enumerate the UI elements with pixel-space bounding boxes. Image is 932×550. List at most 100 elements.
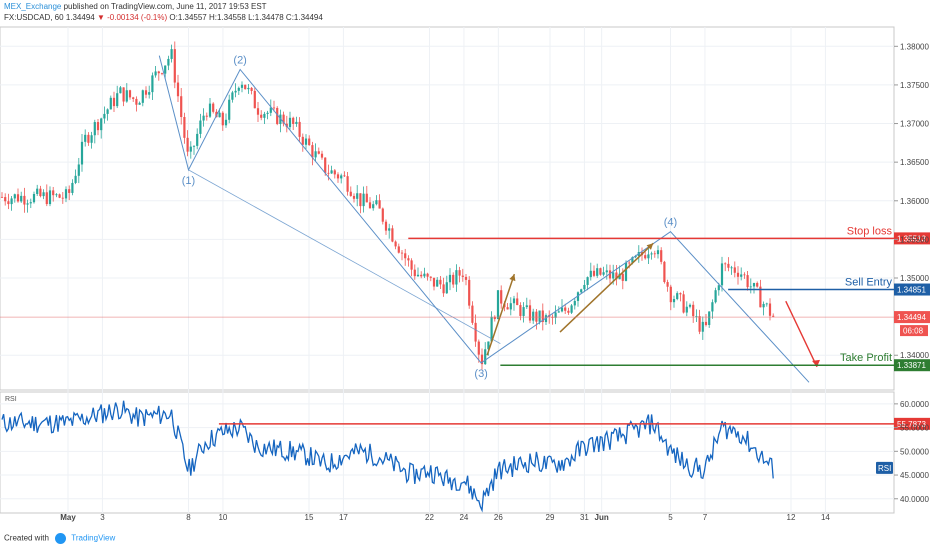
candle <box>580 288 583 294</box>
rsi-panel-label: RSI <box>5 396 17 403</box>
candle-body <box>346 176 349 192</box>
candle-body <box>263 113 266 118</box>
candle-body <box>362 193 365 207</box>
last-price-label: 1.34494 <box>897 313 926 322</box>
candle-body <box>493 316 496 320</box>
candle <box>109 95 112 110</box>
candle-body <box>487 341 490 350</box>
candle-body <box>48 190 52 205</box>
candle-body <box>522 307 525 316</box>
candle <box>429 276 432 282</box>
candle <box>183 112 186 144</box>
candle-body <box>285 123 288 128</box>
candle <box>16 188 20 203</box>
candle-body <box>464 276 468 280</box>
candle-body <box>554 312 557 318</box>
candle-body <box>663 261 666 283</box>
candle-body <box>375 200 378 205</box>
candle-body <box>391 228 394 242</box>
candle-body <box>394 241 397 247</box>
candle <box>756 281 759 288</box>
candle <box>583 279 586 293</box>
candle <box>154 66 157 78</box>
candle <box>602 266 605 277</box>
candle-body <box>589 270 592 278</box>
candle <box>746 270 749 291</box>
rsi-tick-label: 50.0000 <box>900 447 929 456</box>
candle <box>416 267 420 278</box>
publisher-link[interactable]: MEX_Exchange <box>4 2 62 11</box>
candle-body <box>765 303 768 305</box>
candle-body <box>612 272 615 279</box>
tradingview-link[interactable]: TradingView <box>71 533 116 543</box>
candle-body <box>576 292 580 301</box>
candle-body <box>647 254 650 259</box>
candle <box>199 113 202 139</box>
candle <box>272 100 276 112</box>
candle <box>650 251 653 260</box>
x-tick-label: 5 <box>668 513 673 522</box>
candle-body <box>759 286 762 308</box>
level-price-tag <box>894 359 930 372</box>
y-tick-label: 1.36500 <box>900 158 929 167</box>
candle <box>90 131 93 149</box>
candle-body <box>314 151 317 158</box>
candle <box>484 342 487 365</box>
candle-body <box>752 282 756 287</box>
candle <box>32 191 36 204</box>
candle-body <box>583 284 586 290</box>
candle <box>330 165 333 174</box>
candle <box>599 267 602 276</box>
candle-body <box>439 279 442 285</box>
candle-body <box>234 90 237 93</box>
candle <box>679 292 682 302</box>
candle-body <box>276 107 279 125</box>
candle-body <box>650 253 653 255</box>
candle-body <box>55 194 58 196</box>
candle-body <box>698 316 701 332</box>
rsi-panel: RSI 55.7873 RSI <box>1 396 930 513</box>
candle <box>208 98 212 118</box>
level-name: Stop loss <box>847 225 893 237</box>
candle-body <box>256 108 260 115</box>
candle-body <box>436 279 439 287</box>
candle <box>474 314 477 347</box>
candle <box>372 201 375 211</box>
candle <box>743 272 746 279</box>
candle <box>432 277 436 291</box>
candle-body <box>4 197 7 202</box>
x-tick-label: 15 <box>305 513 314 522</box>
candle <box>586 276 589 291</box>
candle-body <box>288 117 292 128</box>
candle-body <box>42 192 45 197</box>
candle <box>493 315 496 322</box>
y-tick-label: 1.38000 <box>900 42 929 51</box>
impulse-arrow-head <box>646 243 654 250</box>
candle-body <box>772 315 775 317</box>
candle-body <box>586 277 589 285</box>
candle <box>240 81 244 93</box>
candle <box>285 115 288 133</box>
y-tick-label: 1.34000 <box>900 351 929 360</box>
candle-body <box>128 90 132 98</box>
rsi-tick-label: 55.0000 <box>900 424 929 433</box>
candle-body <box>221 112 224 126</box>
candle <box>68 185 71 201</box>
candle-body <box>528 305 532 321</box>
candle <box>522 302 525 323</box>
candle-body <box>343 175 346 177</box>
candle <box>10 196 13 211</box>
candle-body <box>132 97 135 99</box>
candle-body <box>634 256 637 258</box>
candle <box>64 186 68 203</box>
x-tick-label: 31 <box>580 513 589 522</box>
candle <box>224 113 228 128</box>
candle-body <box>605 270 608 273</box>
candle-body <box>308 138 311 146</box>
candle <box>445 275 448 294</box>
candle-body <box>676 293 679 300</box>
candle-body <box>39 188 42 197</box>
candle <box>468 276 471 309</box>
candle-body <box>682 294 685 313</box>
